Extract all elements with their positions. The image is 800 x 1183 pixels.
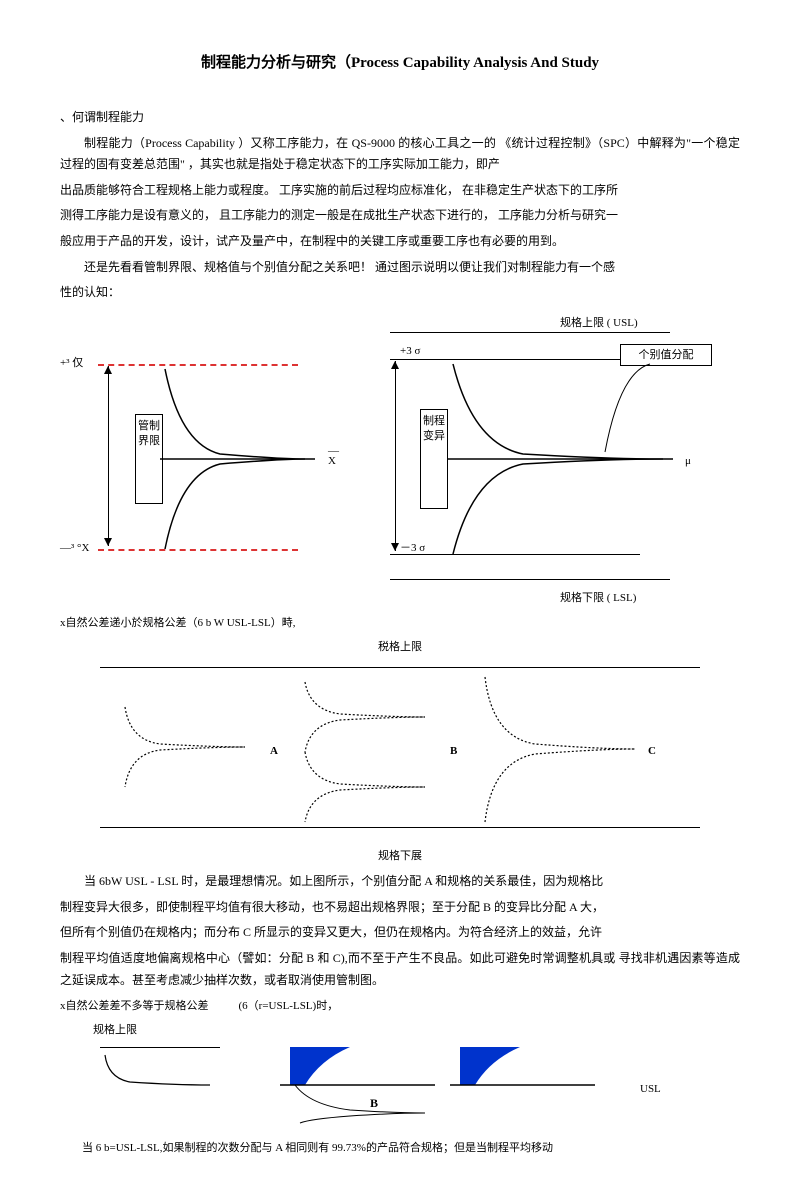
label-c: C <box>648 742 656 762</box>
bottom-diagram: B USL <box>100 1045 700 1135</box>
plus3-left-label: +³ 仅 <box>60 354 83 374</box>
svg-text:B: B <box>370 1096 378 1110</box>
abc-bottom-label: 规格下展 <box>60 847 740 867</box>
lsl-label: 规格下限 ( LSL) <box>560 589 636 609</box>
paragraph: 当 6bW USL - LSL 时，是最理想情况。如上图所示，个别值分配 A 和… <box>60 871 740 893</box>
paragraph: 制程平均值适度地偏离规格中心（譬如：分配 B 和 C),而不至于产生不良品。如此… <box>60 948 740 991</box>
minus3sigma-label: －3 σ <box>400 539 425 559</box>
bl-curve1 <box>100 1050 220 1120</box>
paragraph: 测得工序能力是设有意义的， 且工序能力的测定一般是在成批生产状态下进行的， 工序… <box>60 205 740 227</box>
page-title: 制程能力分析与研究（Process Capability Analysis An… <box>60 50 740 77</box>
usl2-label: USL <box>640 1080 661 1100</box>
section-header: 、何谓制程能力 <box>60 107 740 129</box>
abc-top-line <box>100 667 700 668</box>
paragraph: 还是先看看管制界限、规格值与个别值分配之关系吧！ 通过图示说明以便让我们对制程能… <box>60 257 740 279</box>
control-limit-box: 管制界限 <box>135 414 163 504</box>
left-range-arrow <box>108 366 109 546</box>
bl-line1 <box>100 1047 220 1048</box>
mu-label: μ <box>685 452 691 472</box>
caption2a: x自然公差差不多等于规格公差 <box>60 997 209 1017</box>
abc-bottom-line <box>100 827 700 828</box>
xbar-label: X <box>328 452 336 472</box>
capability-diagram: 规格上限 ( USL) 规格下限 ( LSL) +3 σ －3 σ +³ 仅 —… <box>60 314 740 604</box>
usl-small-label: 规格上限 <box>60 1021 740 1041</box>
abc-top-label: 税格上限 <box>60 638 740 658</box>
paragraph: 制程变异大很多，即使制程平均值有很大移动，也不易超出规格界限；至于分配 B 的变… <box>60 897 740 919</box>
paragraph: 般应用于产品的开发，设计，试产及量产中，在制程中的关键工序或重要工序也有必要的用… <box>60 231 740 253</box>
dist-c <box>480 672 650 827</box>
usl-label: 规格上限 ( USL) <box>560 314 638 334</box>
right-range-arrow <box>395 361 396 551</box>
lsl-line <box>390 579 670 580</box>
paragraph: 当 6 b=USL-LSL,如果制程的次数分配与 A 相同则有 99.73%的产… <box>60 1139 740 1159</box>
dist-pointer-line <box>600 362 660 462</box>
paragraph: 性的认知： <box>60 282 740 304</box>
left-bell-curve <box>160 364 320 554</box>
caption2b: (6（r=USL-LSL)时， <box>239 997 339 1017</box>
bl-shape1: B <box>280 1045 440 1125</box>
bl-shape2 <box>450 1045 600 1125</box>
minus3-left-label: —³ °X <box>60 539 89 559</box>
dist-b <box>300 677 440 827</box>
usl-line <box>390 332 670 333</box>
dist-a <box>120 702 260 792</box>
abc-diagram: A B C <box>100 662 700 842</box>
paragraph: 出品质能够符合工程规格上能力或程度。 工序实施的前后过程均应标准化， 在非稳定生… <box>60 180 740 202</box>
label-a: A <box>270 742 278 762</box>
caption: x自然公差递小於规格公差（6 b W USL-LSL）畤, <box>60 614 740 634</box>
paragraph: 但所有个别值仍在规格内；而分布 C 所显示的变异又更大，但仍在规格内。为符合经济… <box>60 922 740 944</box>
label-b: B <box>450 742 457 762</box>
paragraph: 制程能力（Process Capability ）又称工序能力，在 QS-900… <box>60 133 740 176</box>
process-variation-box: 制程变异 <box>420 409 448 509</box>
